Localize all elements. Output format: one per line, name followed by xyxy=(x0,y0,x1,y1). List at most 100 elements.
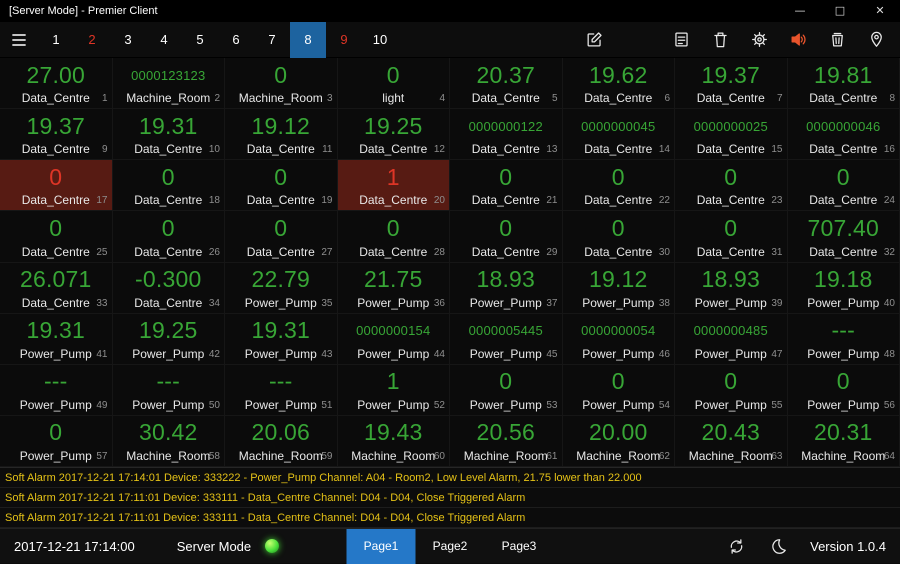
settings-gear-icon xyxy=(750,30,769,49)
channel-value: 0000000025 xyxy=(675,110,787,142)
alarm-log-entry-3[interactable]: Soft Alarm 2017-12-21 17:11:01 Device: 3… xyxy=(0,508,900,528)
screen-tab-9[interactable]: 9 xyxy=(326,22,362,58)
screen-tab-7[interactable]: 7 xyxy=(254,22,290,58)
delete-button[interactable] xyxy=(708,28,732,52)
edit-button[interactable] xyxy=(582,28,606,52)
settings-button[interactable] xyxy=(747,28,771,52)
close-button[interactable]: ✕ xyxy=(860,0,900,22)
screen-tab-6[interactable]: 6 xyxy=(218,22,254,58)
clear-alarms-button[interactable] xyxy=(825,28,849,52)
screen-tab-3[interactable]: 3 xyxy=(110,22,146,58)
page-tab-page1[interactable]: Page1 xyxy=(347,529,416,564)
page-tab-page3[interactable]: Page3 xyxy=(485,529,554,564)
maximize-button[interactable]: □ xyxy=(820,0,860,22)
sync-button[interactable] xyxy=(724,534,748,558)
channel-value: 18.93 xyxy=(450,264,562,296)
screen-tab-4[interactable]: 4 xyxy=(146,22,182,58)
screen-tab-10[interactable]: 10 xyxy=(362,22,398,58)
screen-tab-2[interactable]: 2 xyxy=(74,22,110,58)
alarm-log-entry-2[interactable]: Soft Alarm 2017-12-21 17:11:01 Device: 3… xyxy=(0,488,900,508)
menu-button[interactable] xyxy=(0,22,38,58)
alarm-log-entry-1[interactable]: Soft Alarm 2017-12-21 17:14:01 Device: 3… xyxy=(0,468,900,488)
page-tab-page2[interactable]: Page2 xyxy=(416,529,485,564)
screen-tab-5[interactable]: 5 xyxy=(182,22,218,58)
channel-value: 1 xyxy=(338,161,450,193)
minimize-button[interactable]: — xyxy=(780,0,820,22)
alarm-log-button[interactable] xyxy=(669,28,693,52)
sound-alert-button[interactable] xyxy=(786,28,810,52)
screen-tab-1[interactable]: 1 xyxy=(38,22,74,58)
location-button[interactable] xyxy=(864,28,888,52)
screen-tab-8[interactable]: 8 xyxy=(290,22,326,58)
night-mode-button[interactable] xyxy=(766,534,790,558)
